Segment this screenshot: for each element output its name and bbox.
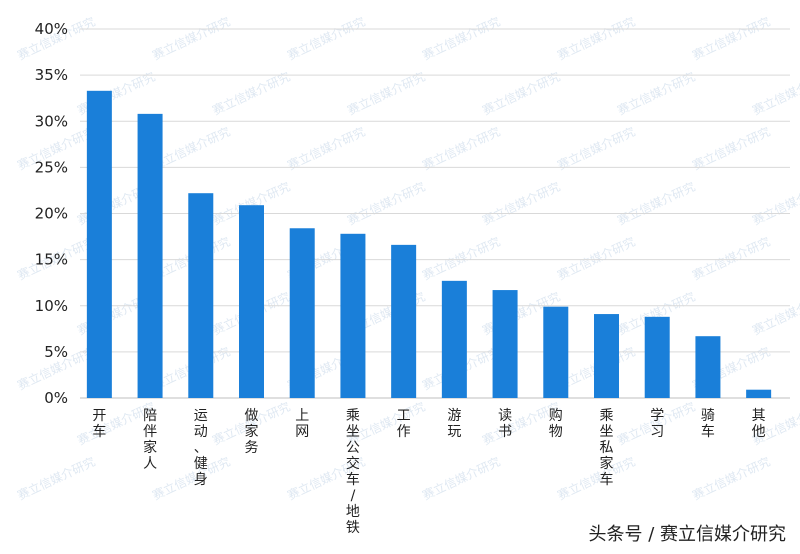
source-credit: 头条号 / 赛立信媒介研究	[588, 524, 786, 545]
watermark-text: 赛立信媒介研究	[15, 454, 97, 503]
x-tick-label: 开车	[92, 408, 106, 440]
x-tick-label: 运动、健身	[194, 408, 208, 488]
y-tick-label: 0%	[44, 389, 68, 407]
y-tick-label: 15%	[35, 251, 68, 269]
watermark-text: 赛立信媒介研究	[750, 179, 800, 228]
watermark-text: 赛立信媒介研究	[285, 124, 367, 173]
watermark-text: 赛立信媒介研究	[150, 14, 232, 63]
watermark-text: 赛立信媒介研究	[420, 454, 502, 503]
watermark-text: 赛立信媒介研究	[420, 234, 502, 283]
watermark-text: 赛立信媒介研究	[750, 69, 800, 118]
bar	[188, 193, 214, 398]
watermark-text: 赛立信媒介研究	[555, 124, 637, 173]
x-tick-label: 读书	[498, 407, 512, 440]
bar	[86, 90, 112, 399]
bar	[441, 280, 467, 398]
watermark-text: 赛立信媒介研究	[690, 454, 772, 503]
bar	[391, 244, 417, 398]
watermark-text: 赛立信媒介研究	[555, 234, 637, 283]
bar	[594, 314, 619, 398]
bar	[644, 316, 670, 398]
watermark-text: 赛立信媒介研究	[690, 14, 772, 63]
y-tick-label: 30%	[35, 112, 68, 130]
x-tick-label: 购物	[549, 408, 563, 440]
bar	[492, 290, 518, 398]
bar	[239, 205, 264, 398]
watermark-text: 赛立信媒介研究	[615, 69, 697, 118]
x-tick-label: 乘坐私家车	[600, 408, 614, 488]
x-tick-label: 骑车	[701, 408, 715, 440]
watermark-text: 赛立信媒介研究	[210, 69, 292, 118]
y-tick-label: 5%	[44, 343, 68, 361]
x-tick-label: 陪伴家人	[143, 408, 157, 472]
y-tick-label: 10%	[35, 297, 68, 315]
watermark-text: 赛立信媒介研究	[420, 124, 502, 173]
watermark-text: 赛立信媒介研究	[420, 14, 502, 63]
y-tick-label: 20%	[35, 205, 68, 223]
x-tick-label: 上网	[295, 408, 309, 440]
x-axis: 开车 陪伴家人 运动、健身 做家务 上网 乘坐公交车/地铁 工作 游玩 读书 购物 乘坐私家车 学习 骑…	[92, 407, 765, 536]
watermark-text: 赛立信媒介研究	[690, 234, 772, 283]
watermark-text: 赛立信媒介研究	[480, 69, 562, 118]
watermark-text: 赛立信媒介研究	[615, 179, 697, 228]
watermark-text: 赛立信媒介研究	[345, 69, 427, 118]
x-tick-label: 其他	[752, 408, 766, 440]
x-tick-label: 游玩	[447, 408, 461, 440]
y-tick-label: 35%	[35, 66, 68, 84]
watermark-text: 赛立信媒介研究	[150, 454, 232, 503]
x-tick-label: 工作	[397, 408, 411, 440]
bar	[746, 389, 772, 398]
watermark-text: 赛立信媒介研究	[750, 289, 800, 338]
watermark-text: 赛立信媒介研究	[690, 124, 772, 173]
watermark-text: 赛立信媒介研究	[555, 14, 637, 63]
watermark-text: 赛立信媒介研究	[555, 454, 637, 503]
y-tick-label: 40%	[35, 20, 68, 38]
bars	[86, 90, 772, 399]
bar	[137, 113, 163, 399]
watermark-text: 赛立信媒介研究	[480, 179, 562, 228]
watermark-text: 赛立信媒介研究	[285, 14, 367, 63]
watermark-text: 赛立信媒介研究	[345, 179, 427, 228]
x-tick-label: 乘坐公交车/地铁	[346, 408, 360, 536]
bar	[340, 233, 366, 398]
x-tick-label: 做家务	[245, 408, 259, 456]
y-tick-label: 25%	[35, 158, 68, 176]
bar	[543, 306, 569, 398]
x-tick-label: 学习	[650, 408, 664, 440]
bar	[695, 336, 721, 398]
y-axis: 0% 5% 10% 15% 20% 25% 30% 35% 40%	[35, 20, 68, 407]
bar	[289, 228, 315, 398]
